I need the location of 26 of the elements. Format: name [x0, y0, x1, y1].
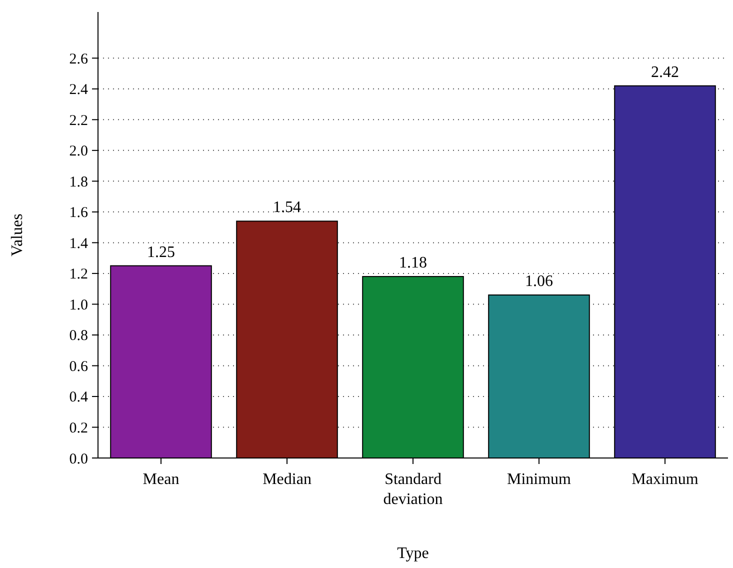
y-axis-title: Values	[9, 214, 26, 256]
x-tick-label: Minimum	[506, 471, 572, 488]
y-tick-label: 0.6	[69, 358, 88, 375]
data-label: 2.42	[651, 64, 679, 81]
y-tick-label: 2.6	[69, 51, 88, 68]
y-tick-label: 0.0	[69, 451, 88, 468]
x-tick-label: Median	[262, 471, 312, 488]
data-label: 1.06	[525, 272, 553, 290]
data-label: 1.25	[147, 244, 175, 261]
x-tick-label: Standard deviation	[383, 471, 443, 508]
y-tick-label: 2.0	[69, 144, 88, 160]
y-tick-label: 1.6	[69, 205, 88, 222]
y-tick-label: 1.2	[69, 266, 88, 283]
x-tick-label: Mean	[142, 471, 180, 488]
y-tick-label: 1.0	[69, 297, 88, 314]
y-tick-label: 2.4	[69, 82, 88, 98]
y-tick-label: 0.4	[69, 390, 88, 406]
y-tick-label: 0.2	[69, 420, 88, 436]
x-axis-title: Type	[397, 545, 429, 562]
data-label: 1.18	[399, 254, 427, 272]
y-tick-label: 1.4	[69, 236, 88, 252]
data-label: 1.54	[273, 199, 301, 216]
y-tick-label: 2.2	[69, 112, 88, 129]
y-tick-label: 1.8	[69, 174, 88, 190]
x-tick-label: Maximum	[632, 471, 699, 488]
y-tick-label: 0.8	[69, 328, 88, 344]
